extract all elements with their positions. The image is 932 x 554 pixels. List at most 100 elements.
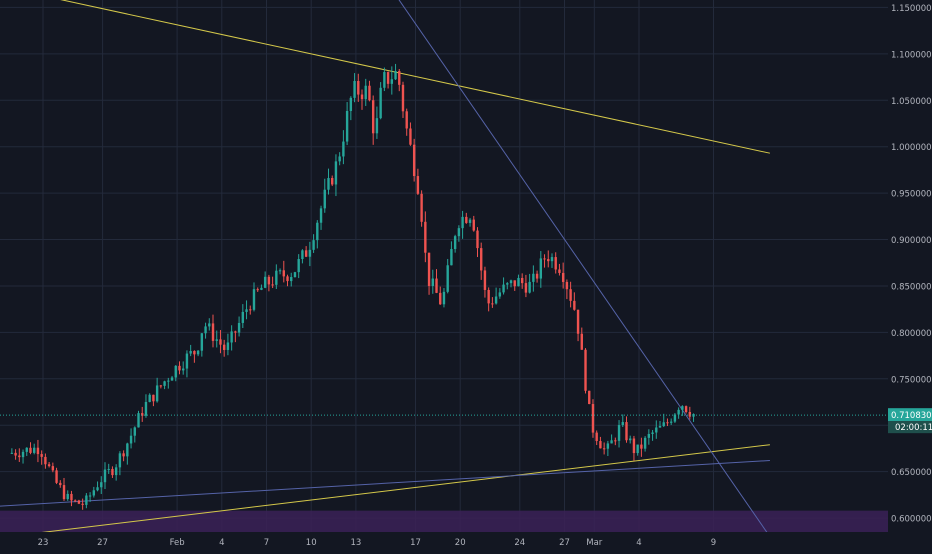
candle-body	[625, 422, 628, 441]
candle-body	[271, 284, 274, 286]
candle-body	[461, 216, 464, 229]
candle-body	[249, 309, 252, 311]
x-tick-label: 17	[410, 538, 421, 548]
trendline-2	[398, 0, 771, 537]
candle-body	[342, 141, 345, 157]
x-tick-label: 27	[559, 538, 570, 548]
candle-body	[353, 80, 356, 98]
x-tick-label: 9	[711, 538, 716, 548]
price-axis[interactable]: 0.60000000.65000000.70000000.75000000.80…	[888, 0, 932, 550]
candle-body	[476, 230, 479, 249]
candle-body	[621, 422, 624, 426]
candle-body	[453, 236, 457, 250]
y-tick-label: 1.0000000	[891, 143, 932, 153]
candle-body	[297, 259, 300, 273]
candle-body	[357, 80, 360, 95]
candle-body	[565, 281, 569, 290]
candle-body	[148, 394, 151, 402]
candle-body	[59, 482, 62, 486]
x-tick-label: 4	[636, 538, 641, 548]
candle-body	[182, 368, 185, 371]
candle-body	[185, 353, 189, 369]
candle-body	[29, 447, 32, 453]
candle-body	[260, 287, 263, 290]
x-tick-label: 4	[219, 538, 224, 548]
candle-body	[133, 427, 136, 436]
candle-body	[338, 156, 341, 162]
candle-body	[167, 380, 170, 382]
time-axis[interactable]: 23 27 Feb 4 7 10 13 17 20 24 27 Mar 4 9	[0, 532, 932, 550]
candle-body	[126, 443, 129, 457]
candle-body	[100, 482, 103, 488]
candle-body	[498, 292, 502, 297]
candle-body	[282, 270, 285, 277]
candle-body	[681, 406, 684, 410]
candle-body	[208, 323, 211, 327]
candle-body	[368, 85, 371, 101]
candle-body	[114, 467, 118, 476]
candle-body	[349, 97, 353, 111]
last-price-badge	[888, 408, 932, 422]
candle-body	[286, 276, 289, 282]
x-tick-label: 27	[97, 538, 108, 548]
candle-body	[144, 401, 148, 416]
candle-body	[386, 72, 390, 84]
candle-body	[21, 451, 25, 458]
candle-body	[118, 453, 122, 468]
candle-body	[323, 189, 326, 209]
candle-body	[163, 381, 166, 386]
candle-body	[416, 176, 420, 194]
candle-body	[234, 331, 237, 333]
candle-body	[513, 280, 516, 287]
candle-body	[364, 85, 367, 100]
candle-body	[580, 333, 583, 350]
trendline-3	[0, 460, 770, 507]
candle-body	[70, 493, 73, 501]
candle-body	[55, 470, 58, 483]
candle-body	[81, 503, 84, 505]
candle-body	[219, 339, 222, 345]
candle-body	[480, 248, 483, 271]
candle-body	[573, 300, 576, 310]
candle-body	[40, 454, 43, 457]
candle-body	[245, 309, 248, 312]
y-tick-label: 1.0500000	[891, 97, 932, 107]
candle-body	[155, 385, 159, 402]
x-tick-label: 7	[264, 538, 269, 548]
candle-body	[308, 249, 312, 257]
candle-body	[141, 413, 144, 416]
candle-body	[465, 216, 468, 223]
candle-body	[506, 283, 509, 285]
candle-body	[543, 258, 546, 260]
candle-body	[442, 291, 446, 305]
candle-body	[304, 250, 308, 257]
candle-body	[222, 344, 226, 350]
candle-body	[290, 277, 293, 282]
candle-body	[468, 219, 472, 223]
candle-body	[88, 495, 92, 497]
candle-body	[636, 444, 639, 454]
candle-body	[33, 447, 36, 453]
y-tick-label: 0.9500000	[891, 190, 932, 200]
candle-body	[237, 322, 241, 333]
candle-body	[96, 487, 99, 491]
support-zone-rect	[0, 510, 888, 532]
candle-body	[383, 72, 386, 88]
candle-body	[379, 87, 382, 119]
candle-body	[405, 111, 408, 129]
candle-body	[278, 270, 282, 272]
candle-body	[547, 259, 550, 262]
candle-body	[446, 265, 449, 292]
candle-body	[293, 272, 297, 278]
candle-body	[599, 441, 602, 449]
candle-body	[401, 84, 405, 112]
candle-body	[241, 311, 245, 323]
candle-body	[550, 257, 554, 262]
x-tick-label: 24	[514, 538, 525, 548]
